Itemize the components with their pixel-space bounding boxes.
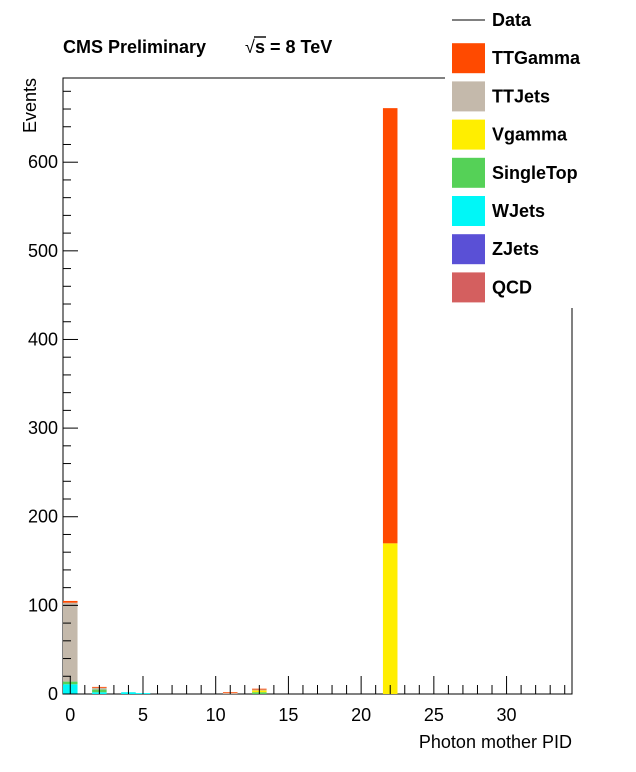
x-tick-label: 30 <box>497 705 517 725</box>
y-tick-layer: 0 100 200 300 400 500 600 <box>28 90 78 704</box>
y-tick-label: 0 <box>48 684 58 704</box>
y-tick-label: 200 <box>28 507 58 527</box>
y-tick-label: 100 <box>28 595 58 615</box>
legend-swatch-ttjets <box>452 81 485 112</box>
bar-segment-vgamma-bin-22 <box>382 543 398 694</box>
y-tick-label: 300 <box>28 418 58 438</box>
x-tick-label: 5 <box>138 705 148 725</box>
x-tick-label: 15 <box>278 705 298 725</box>
legend-label-vgamma: Vgamma <box>492 125 568 145</box>
bar-segment-ttjets-bin-0 <box>63 602 78 682</box>
y-tick-label: 500 <box>28 241 58 261</box>
x-tick-label: 0 <box>65 705 75 725</box>
legend-swatch-vgamma <box>452 119 485 150</box>
x-tick-label: 10 <box>206 705 226 725</box>
y-axis-label: Events <box>20 78 40 133</box>
energy-text: s = 8 TeV <box>255 37 332 57</box>
bar-segment-ttgamma-bin-0 <box>63 600 78 603</box>
x-tick-layer: 0 5 10 15 20 25 30 <box>65 676 566 725</box>
x-axis-label: Photon mother PID <box>419 732 572 752</box>
legend-swatch-ttgamma <box>452 43 485 74</box>
legend-label-data: Data <box>492 10 532 30</box>
legend-label-qcd: QCD <box>492 277 532 297</box>
legend: Data TTGamma TTJets Vgamma SingleTop WJets ZJe… <box>445 0 636 308</box>
x-tick-label: 25 <box>424 705 444 725</box>
energy-label: √ s = 8 TeV <box>245 36 332 57</box>
x-tick-label: 20 <box>351 705 371 725</box>
sqrt-symbol: √ <box>245 37 255 57</box>
legend-swatch-wjets <box>452 196 485 226</box>
legend-label-singletop: SingleTop <box>492 163 578 183</box>
legend-label-ttjets: TTJets <box>492 86 550 106</box>
legend-swatch-zjets <box>452 234 485 265</box>
bar-layer <box>63 108 398 694</box>
legend-label-zjets: ZJets <box>492 239 539 259</box>
experiment-label: CMS Preliminary <box>63 37 206 57</box>
legend-label-wjets: WJets <box>492 201 545 221</box>
legend-swatch-qcd <box>452 272 485 303</box>
legend-label-ttgamma: TTGamma <box>492 48 581 68</box>
y-tick-label: 600 <box>28 152 58 172</box>
bar-segment-ttgamma-bin-22 <box>382 108 398 544</box>
legend-swatch-singletop <box>452 157 485 188</box>
y-tick-label: 400 <box>28 329 58 349</box>
